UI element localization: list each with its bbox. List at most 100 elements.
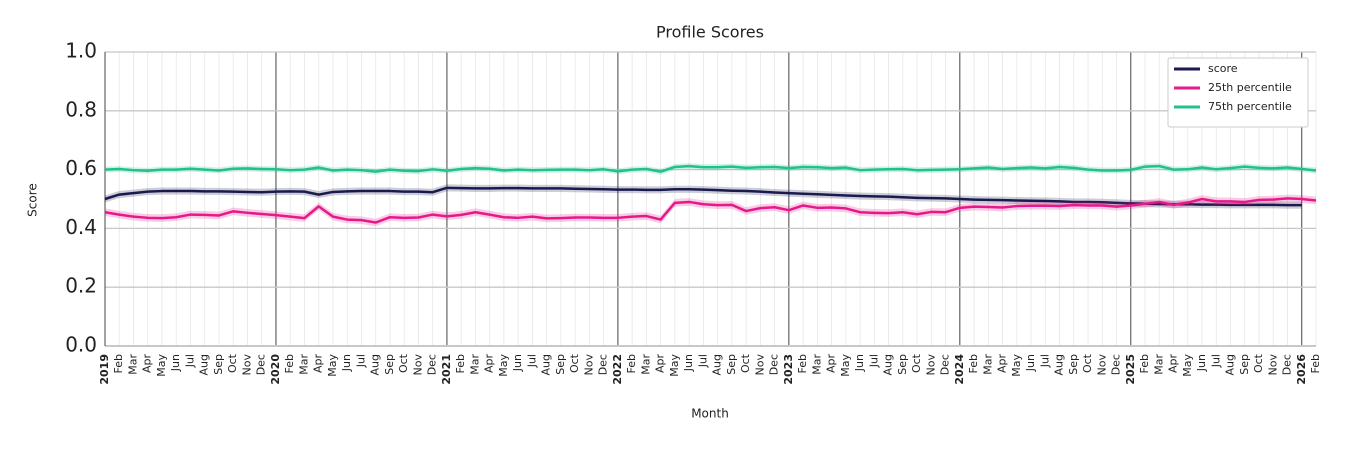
x-tick-label: Jun bbox=[853, 354, 866, 372]
x-tick-label: Dec bbox=[1281, 354, 1294, 375]
x-tick-label: Dec bbox=[597, 354, 610, 375]
y-tick-label: 0.6 bbox=[65, 156, 97, 180]
x-tick-label: Aug bbox=[1224, 354, 1237, 375]
x-tick-label: Jul bbox=[1038, 354, 1051, 368]
x-tick-label: Aug bbox=[711, 354, 724, 375]
series-line bbox=[104, 186, 1302, 207]
x-tick-label: Jun bbox=[169, 354, 182, 372]
x-tick-label: Apr bbox=[825, 354, 838, 374]
x-tick-label: Jun bbox=[340, 354, 353, 372]
x-tick-label: Apr bbox=[483, 354, 496, 374]
x-tick-label: Oct bbox=[1081, 353, 1094, 373]
legend-box bbox=[1167, 57, 1309, 128]
x-tick-label: Jun bbox=[1195, 354, 1208, 372]
x-tick-label: Jul bbox=[867, 354, 880, 368]
series-line bbox=[104, 197, 1317, 224]
x-tick-label: Dec bbox=[939, 354, 952, 375]
x-tick-label: May bbox=[497, 354, 510, 377]
x-tick-label: Jul bbox=[525, 354, 538, 368]
x-tick-label: Sep bbox=[1238, 354, 1251, 375]
x-tick-label: Aug bbox=[369, 354, 382, 375]
x-tick-label: Oct bbox=[739, 353, 752, 373]
x-tick-label: Nov bbox=[582, 354, 595, 376]
legend-label: score bbox=[1208, 62, 1238, 75]
x-tick-label: Mar bbox=[981, 354, 994, 375]
x-tick-label: Mar bbox=[639, 354, 652, 375]
x-tick-label: 2026 bbox=[1295, 354, 1308, 385]
x-tick-label: Mar bbox=[468, 354, 481, 375]
y-tick-label: 1.0 bbox=[65, 39, 97, 63]
x-tick-label: Nov bbox=[240, 354, 253, 376]
x-tick-label: Apr bbox=[312, 354, 325, 374]
legend: score 25th percentile 75th percentile bbox=[1167, 57, 1309, 128]
x-tick-label: 2020 bbox=[269, 354, 282, 385]
x-tick-label: May bbox=[1181, 354, 1194, 377]
confidence-band bbox=[105, 194, 1316, 227]
x-tick-label: Mar bbox=[126, 354, 139, 375]
x-tick-label: Dec bbox=[255, 354, 268, 375]
x-tick-label: Nov bbox=[753, 354, 766, 376]
x-tick-label: Dec bbox=[768, 354, 781, 375]
x-tick-label: Jul bbox=[183, 354, 196, 368]
x-tick-label: Mar bbox=[297, 354, 310, 375]
x-tick-label: 2021 bbox=[440, 354, 453, 385]
x-tick-label: Aug bbox=[1053, 354, 1066, 375]
x-tick-label: Feb bbox=[454, 354, 467, 373]
x-tick-label: May bbox=[155, 354, 168, 377]
x-tick-label: Jul bbox=[696, 354, 709, 368]
x-tick-label: Sep bbox=[212, 354, 225, 375]
x-tick-label: Dec bbox=[426, 354, 439, 375]
legend-label: 75th percentile bbox=[1208, 100, 1292, 113]
x-tick-label: Jun bbox=[682, 354, 695, 372]
x-tick-label: Sep bbox=[896, 354, 909, 375]
x-tick-label: Sep bbox=[554, 354, 567, 375]
x-tick-label: Feb bbox=[796, 354, 809, 373]
x-tick-label: Dec bbox=[1110, 354, 1123, 375]
y-tick-label: 0.0 bbox=[65, 333, 97, 357]
x-tick-label: Jul bbox=[354, 354, 367, 368]
x-tick-label: Sep bbox=[1067, 354, 1080, 375]
x-tick-label: 2019 bbox=[98, 354, 111, 385]
chart-title: Profile Scores bbox=[656, 23, 764, 42]
x-tick-label: May bbox=[668, 354, 681, 377]
x-tick-label: Oct bbox=[1252, 353, 1265, 373]
x-tick-label: 2022 bbox=[611, 354, 624, 385]
x-tick-label: Sep bbox=[725, 354, 738, 375]
x-tick-label: Mar bbox=[1152, 354, 1165, 375]
x-tick-label: 2025 bbox=[1124, 354, 1137, 385]
legend-label: 25th percentile bbox=[1208, 81, 1292, 94]
x-tick-label: Apr bbox=[1167, 354, 1180, 374]
x-tick-label: Oct bbox=[226, 353, 239, 373]
x-tick-label: Oct bbox=[568, 353, 581, 373]
x-tick-label: Oct bbox=[397, 353, 410, 373]
x-tick-label: Nov bbox=[411, 354, 424, 376]
x-tick-label: Nov bbox=[924, 354, 937, 376]
x-tick-label: May bbox=[326, 354, 339, 377]
x-tick-label: Jun bbox=[1024, 354, 1037, 372]
x-tick-label: Feb bbox=[1138, 354, 1151, 373]
x-tick-label: Aug bbox=[540, 354, 553, 375]
x-tick-label: Feb bbox=[283, 354, 296, 373]
x-tick-label: Oct bbox=[910, 353, 923, 373]
x-tick-label: Feb bbox=[967, 354, 980, 373]
x-tick-label: Nov bbox=[1266, 354, 1279, 376]
x-tick-label: Sep bbox=[383, 354, 396, 375]
series-line bbox=[104, 164, 1317, 173]
x-axis-label: Month bbox=[691, 407, 729, 421]
x-tick-label: Apr bbox=[654, 354, 667, 374]
y-tick-label: 0.4 bbox=[65, 215, 97, 239]
x-tick-label: 2024 bbox=[953, 354, 966, 385]
x-tick-label: Mar bbox=[810, 354, 823, 375]
y-axis-label: Score bbox=[26, 183, 40, 217]
x-tick-label: Jul bbox=[1209, 354, 1222, 368]
x-tick-label: Feb bbox=[112, 354, 125, 373]
x-tick-label: Aug bbox=[882, 354, 895, 375]
x-tick-label: Jun bbox=[511, 354, 524, 372]
y-tick-label: 0.2 bbox=[65, 274, 97, 298]
x-tick-label: Aug bbox=[198, 354, 211, 375]
x-tick-label: Feb bbox=[1309, 354, 1322, 373]
x-tick-label: Nov bbox=[1095, 354, 1108, 376]
x-tick-label: Apr bbox=[996, 354, 1009, 374]
x-tick-label: Apr bbox=[141, 354, 154, 374]
